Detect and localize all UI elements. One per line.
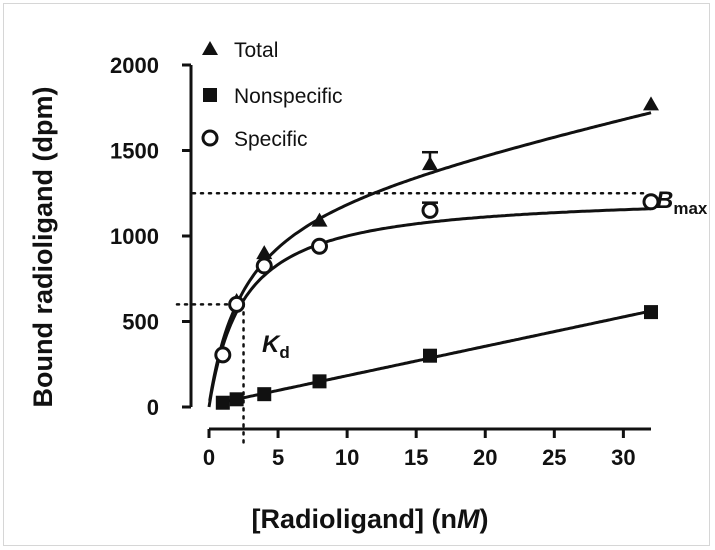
specific-point (228, 295, 246, 313)
total-curve (208, 111, 652, 402)
nonspecific-point (423, 348, 437, 363)
x-tick-label: 0 (203, 445, 215, 470)
x-tick-label: 30 (611, 445, 635, 470)
x-tick-label: 25 (542, 445, 566, 470)
total-point (422, 156, 438, 171)
legend-label-specific: Specific (234, 128, 308, 151)
y-tick-label: 500 (122, 310, 159, 335)
total-point (643, 96, 659, 111)
y-tick-label: 2000 (110, 53, 159, 78)
nonspecific-point (644, 305, 658, 320)
x-axis-title: [Radioligand] (nM) (252, 504, 489, 534)
x-tick-label: 15 (404, 445, 428, 470)
specific-point (214, 346, 232, 364)
nonspecific-point (312, 374, 327, 389)
x-tick-label: 5 (272, 445, 284, 470)
legend-symbol-nonspecific (203, 88, 217, 102)
total-point (311, 212, 328, 227)
legend-symbol-total (202, 41, 218, 55)
y-tick-label: 0 (147, 395, 159, 420)
x-tick-label: 20 (473, 445, 497, 470)
legend: Total Nonspecific Specific (234, 39, 343, 151)
chart-frame (3, 3, 710, 546)
x-tick-label: 10 (335, 445, 359, 470)
specific-point (255, 257, 273, 275)
kd-label: Kd (262, 331, 290, 362)
specific-curve (207, 207, 652, 408)
total-point (256, 245, 273, 260)
legend-symbol-specific (201, 129, 219, 147)
nonspecific-point (215, 395, 230, 410)
y-tick-label: 1500 (110, 139, 159, 164)
y-tick-label: 1000 (110, 224, 159, 249)
bmax-label: Bmax (656, 187, 708, 218)
y-axis-title: Bound radioligand (dpm) (28, 87, 58, 408)
legend-label-nonspecific: Nonspecific (234, 85, 343, 108)
nonspecific-point (229, 392, 244, 407)
legend-label-total: Total (234, 39, 278, 62)
specific-point (642, 193, 660, 211)
specific-point (311, 237, 328, 255)
nonspecific-point (257, 387, 272, 402)
specific-point (421, 201, 439, 219)
